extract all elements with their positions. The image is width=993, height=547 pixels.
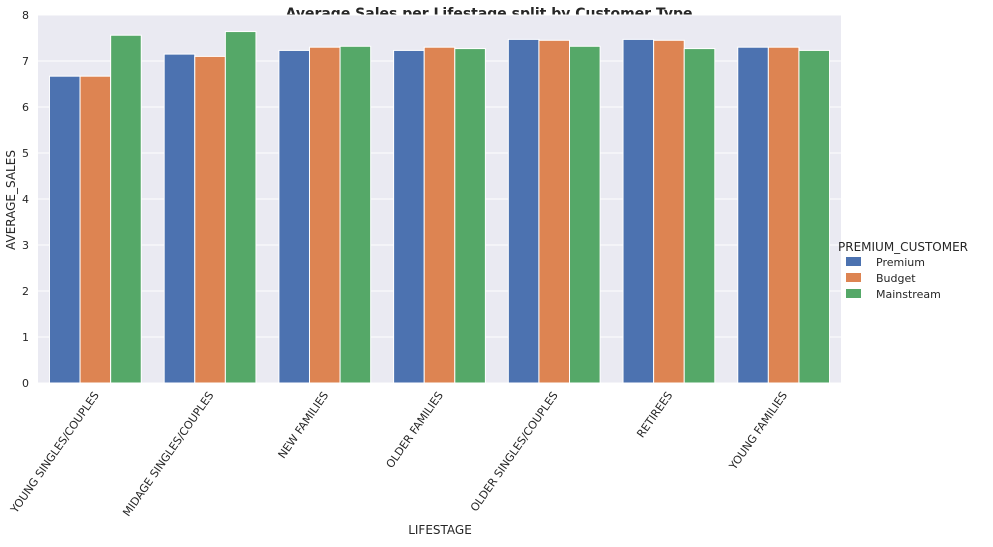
bar	[767, 46, 800, 384]
y-tick-label: 3	[22, 239, 29, 252]
bar	[110, 34, 142, 384]
legend-swatch	[846, 257, 861, 266]
bar	[224, 31, 257, 384]
y-axis-label: AVERAGE_SALES	[4, 150, 18, 250]
legend-entry: Budget	[876, 272, 916, 285]
x-axis-ticks: YOUNG SINGLES/COUPLES MIDAGE SINGLES/COUP…	[7, 389, 790, 519]
bar	[507, 38, 540, 384]
legend-entry: Mainstream	[876, 288, 941, 301]
bar	[569, 45, 601, 384]
legend-swatch	[846, 273, 861, 282]
x-tick-label: OLDER FAMILIES	[384, 389, 446, 470]
bar	[737, 46, 769, 384]
y-tick-label: 7	[22, 55, 29, 68]
y-tick-label: 8	[22, 9, 29, 22]
x-tick-label: RETIREES	[634, 389, 675, 440]
legend-swatch	[846, 289, 861, 298]
bar	[163, 53, 196, 384]
legend-entry: Premium	[876, 256, 925, 269]
x-tick-label: MIDAGE SINGLES/COUPLES	[120, 389, 216, 519]
bar	[278, 49, 310, 384]
bar	[454, 48, 486, 384]
bar	[308, 46, 341, 384]
y-tick-label: 2	[22, 285, 29, 298]
legend: PREMIUM_CUSTOMER Premium Budget Mainstream	[838, 240, 968, 301]
y-tick-label: 6	[22, 101, 29, 114]
bar	[48, 75, 81, 384]
x-axis-label: LIFESTAGE	[408, 523, 472, 537]
bar	[538, 39, 571, 384]
bars	[48, 31, 831, 384]
bar	[79, 75, 112, 384]
x-tick-label: YOUNG SINGLES/COUPLES	[7, 389, 101, 516]
y-tick-label: 1	[22, 331, 29, 344]
x-tick-label: OLDER SINGLES/COUPLES	[468, 389, 561, 514]
y-tick-label: 0	[22, 377, 29, 390]
bar	[683, 48, 716, 384]
bar	[339, 45, 372, 384]
bar	[653, 39, 685, 384]
y-tick-label: 4	[22, 193, 29, 206]
y-axis-ticks: 0 1 2 3 4 5 6 7 8	[22, 9, 29, 390]
x-tick-label: YOUNG FAMILIES	[726, 389, 790, 473]
bar	[423, 46, 456, 384]
bar	[393, 49, 425, 384]
bar	[194, 55, 226, 384]
bar	[622, 38, 655, 384]
x-tick-label: NEW FAMILIES	[276, 389, 332, 461]
legend-title: PREMIUM_CUSTOMER	[838, 240, 968, 254]
y-tick-label: 5	[22, 147, 29, 160]
bar	[798, 49, 831, 384]
